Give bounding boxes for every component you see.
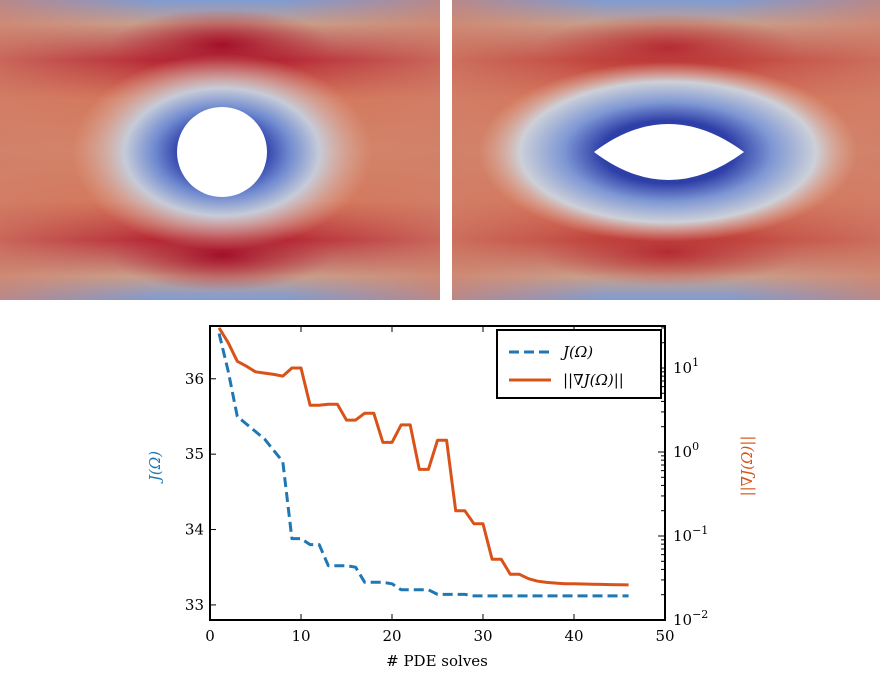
- y-left-tick-label: 34: [185, 521, 204, 539]
- y-left-tick-label: 36: [185, 370, 204, 388]
- y-right-tick-label: 10−2: [673, 608, 708, 629]
- right-axis-label: ||∇J(Ω)||: [738, 436, 756, 497]
- legend-box: [496, 329, 662, 399]
- x-tick-label: 30: [473, 627, 492, 645]
- series-line-objective: [217, 333, 629, 598]
- legend-label: ||∇J(Ω)||: [563, 371, 624, 389]
- y-right-tick-label: 100: [673, 440, 699, 461]
- y-left-tick-label: 33: [185, 596, 204, 614]
- circle-obstacle: [177, 107, 267, 197]
- plot-frame: [209, 325, 666, 621]
- x-tick-label: 40: [564, 627, 583, 645]
- field-panel-initial: [0, 0, 440, 300]
- lens-obstacle: [594, 124, 744, 180]
- x-tick-label: 10: [291, 627, 310, 645]
- y-right-tick-label: 10−1: [673, 524, 708, 545]
- legend-label: J(Ω): [560, 343, 593, 361]
- field-panel-optimized: [452, 0, 880, 300]
- series-layer: [217, 327, 629, 598]
- convergence-chart: 0 10 20 30 40 50 33 34 35 36 10−2 10−1 100 101 J(Ω) ||…: [146, 325, 756, 670]
- x-tick-label: 50: [655, 627, 674, 645]
- y-left-tick-label: 35: [185, 445, 204, 463]
- x-tick-label: 20: [382, 627, 401, 645]
- legend: J(Ω) ||∇J(Ω)||: [496, 329, 662, 399]
- field-plot-optimized: [452, 0, 880, 300]
- top-peak: [538, 14, 798, 82]
- field-plot-initial: [0, 0, 440, 300]
- x-tick-label: 0: [205, 627, 215, 645]
- x-axis-label: # PDE solves: [386, 652, 488, 670]
- series-line-gradient-norm: [217, 327, 629, 587]
- y-right-tick-label: 101: [673, 356, 699, 377]
- left-axis-label: J(Ω): [146, 451, 164, 484]
